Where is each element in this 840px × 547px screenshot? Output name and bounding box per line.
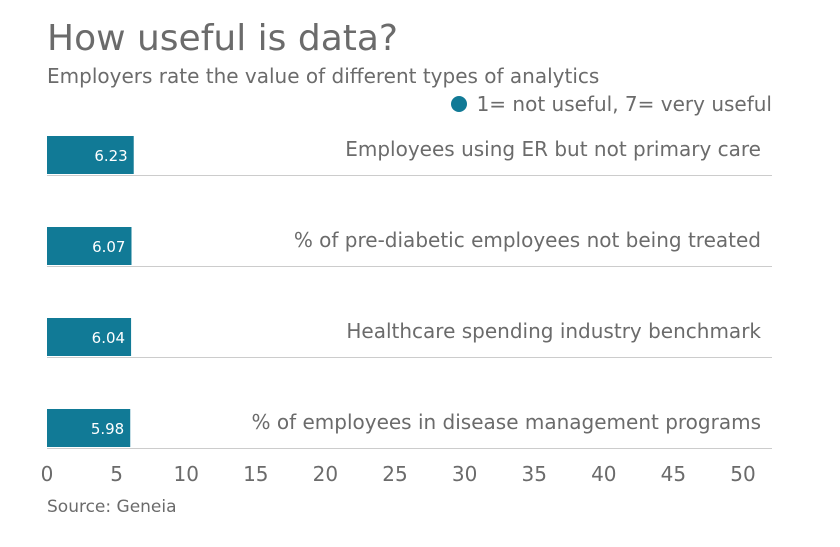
x-tick-label-5: 5 [110, 462, 123, 486]
category-label-1: Employees using ER but not primary care [345, 137, 761, 161]
x-tick-label-50: 50 [730, 462, 755, 486]
category-label-2: % of pre-diabetic employees not being tr… [294, 228, 761, 252]
source-note: Source: Geneia [47, 497, 177, 517]
bar-4 [47, 409, 131, 447]
legend-dot-icon [450, 96, 467, 112]
x-tick-label-40: 40 [591, 462, 616, 486]
category-label-4: % of employees in disease management pro… [251, 410, 761, 434]
x-tick-label-30: 30 [452, 462, 477, 486]
x-tick-label-10: 10 [173, 462, 198, 486]
category-label-3: Healthcare spending industry benchmark [346, 319, 761, 343]
bar-1 [47, 136, 134, 174]
chart-title: How useful is data? [47, 18, 399, 59]
bar-value-label-2: 6.07 [92, 238, 125, 256]
legend: 1= not useful, 7= very useful [450, 92, 772, 116]
x-tick-label-0: 0 [41, 462, 54, 486]
x-tick-label-15: 15 [243, 462, 268, 486]
bar-3 [47, 318, 132, 356]
x-tick-label-20: 20 [313, 462, 338, 486]
legend-label: 1= not useful, 7= very useful [476, 92, 772, 116]
chart-subtitle: Employers rate the value of different ty… [47, 64, 600, 88]
x-tick-label-35: 35 [521, 462, 546, 486]
x-tick-label-25: 25 [382, 462, 407, 486]
bar-value-label-1: 6.23 [94, 147, 127, 165]
bar-value-label-4: 5.98 [91, 420, 124, 438]
bar-2 [47, 227, 132, 265]
x-tick-label-45: 45 [661, 462, 686, 486]
bar-value-label-3: 6.04 [92, 329, 125, 347]
